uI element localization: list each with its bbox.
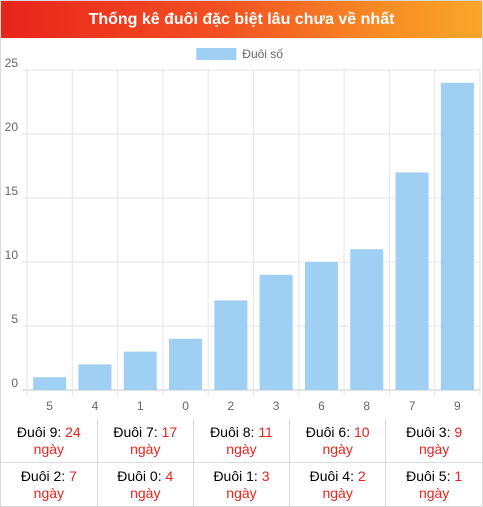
stat-label: Đuôi 2:	[20, 467, 70, 484]
bar	[33, 377, 67, 390]
stat-unit: ngày	[33, 440, 65, 457]
x-tick-label: 1	[137, 399, 144, 413]
stat-days-value: 1	[454, 467, 463, 484]
stat-unit: ngày	[322, 440, 353, 457]
stat-days-value: 2	[357, 467, 366, 484]
stat-cell: Đuôi 3: 9 ngày	[385, 419, 482, 463]
y-tick-label: 20	[5, 120, 19, 134]
bar	[259, 274, 293, 390]
stats-row: Đuôi 2: 7 ngày Đuôi 0: 4 ngày Đuôi 1: 3 ngày Đ…	[1, 462, 482, 506]
stat-label: Đuôi 0:	[117, 467, 166, 484]
stat-unit: ngày	[418, 440, 450, 457]
y-tick-label: 0	[11, 376, 18, 390]
stat-unit: ngày	[130, 440, 161, 457]
stat-unit: ngày	[130, 484, 161, 501]
stat-label: Đuôi 7:	[113, 423, 162, 440]
stats-row: Đuôi 9: 24 ngày Đuôi 7: 17 ngày Đuôi 8: 11 ng…	[1, 419, 482, 463]
stat-cell: Đuôi 4: 2 ngày	[289, 462, 387, 506]
y-tick-label: 15	[5, 184, 19, 198]
stat-label: Đuôi 3:	[406, 423, 455, 440]
x-tick-label: 4	[92, 399, 99, 413]
stat-days-value: 3	[261, 467, 270, 484]
stat-days-value: 11	[258, 423, 273, 440]
stat-unit: ngày	[226, 440, 257, 457]
bar	[395, 172, 429, 390]
x-tick-label: 3	[273, 399, 280, 413]
stat-days-value: 10	[353, 423, 370, 440]
x-tick-label: 5	[46, 399, 53, 413]
chart-area: 0 5 10 15 20 25 5 4 1 0 2 3 6 8 7 9 Đuôi số	[1, 38, 482, 419]
stat-label: Đuôi 1:	[213, 467, 262, 484]
bar	[78, 364, 112, 390]
x-tick-label: 7	[409, 399, 416, 413]
stat-unit: ngày	[33, 484, 65, 501]
x-tick-label: 8	[363, 399, 370, 413]
stat-cell: Đuôi 0: 4 ngày	[96, 462, 194, 506]
bar	[440, 82, 474, 391]
stat-cell: Đuôi 9: 24 ngày	[1, 419, 98, 463]
legend-label: Đuôi số	[242, 47, 283, 61]
stat-label: Đuôi 5:	[406, 467, 455, 484]
y-tick-label: 25	[5, 56, 19, 70]
stat-cell: Đuôi 7: 17 ngày	[96, 419, 194, 463]
bar	[169, 338, 203, 390]
stat-days-value: 17	[161, 423, 178, 440]
stat-cell: Đuôi 6: 10 ngày	[289, 419, 387, 463]
x-tick-label: 9	[454, 399, 461, 413]
stat-cell: Đuôi 5: 1 ngày	[385, 462, 482, 506]
bar	[350, 249, 384, 390]
bar	[214, 300, 248, 390]
stats-table: Đuôi 9: 24 ngày Đuôi 7: 17 ngày Đuôi 8: 11 ng…	[1, 419, 482, 506]
y-tick-label: 5	[11, 312, 18, 326]
stat-cell: Đuôi 2: 7 ngày	[1, 462, 98, 506]
bar	[304, 262, 338, 390]
stat-unit: ngày	[226, 484, 257, 501]
stat-cell: Đuôi 8: 11 ngày	[192, 419, 291, 463]
x-tick-label: 2	[228, 399, 235, 413]
card-title: Thống kê đuôi đặc biệt lâu chưa về nhất	[88, 11, 395, 28]
stat-unit: ngày	[322, 484, 353, 501]
x-tick-label: 6	[318, 399, 325, 413]
stats-grid: Đuôi 9: 24 ngày Đuôi 7: 17 ngày Đuôi 8: 11 ng…	[1, 419, 482, 506]
stat-days-value: 7	[69, 467, 77, 484]
stat-days-value: 24	[65, 423, 81, 440]
stat-days-value: 9	[454, 423, 463, 440]
stat-cell: Đuôi 1: 3 ngày	[192, 462, 291, 506]
card-header: Thống kê đuôi đặc biệt lâu chưa về nhất	[1, 1, 482, 38]
stat-label: Đuôi 6:	[305, 423, 354, 440]
stat-days-value: 4	[165, 467, 174, 484]
stat-unit: ngày	[418, 484, 450, 501]
legend-swatch	[196, 48, 237, 60]
bar	[123, 351, 157, 390]
stat-label: Đuôi 4:	[309, 467, 358, 484]
x-tick-label: 0	[182, 399, 189, 413]
stat-label: Đuôi 9:	[16, 423, 66, 440]
y-tick-label: 10	[5, 248, 19, 262]
stat-label: Đuôi 8:	[210, 423, 259, 440]
